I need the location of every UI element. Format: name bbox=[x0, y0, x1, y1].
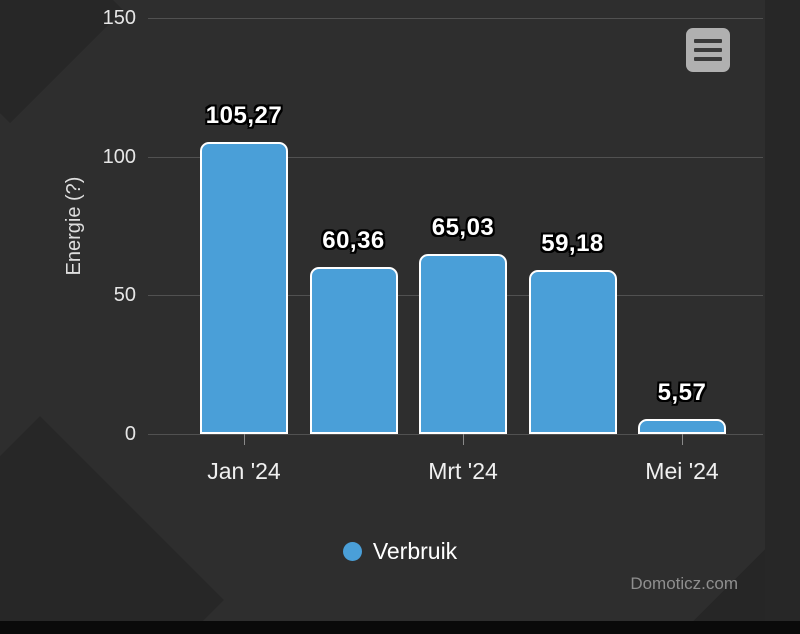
y-axis-label: 100 bbox=[102, 145, 136, 168]
x-axis-tick bbox=[682, 434, 683, 445]
hamburger-line bbox=[694, 57, 722, 61]
bar-value-label: 59,18 bbox=[541, 229, 604, 257]
legend-marker-icon bbox=[342, 541, 362, 561]
watermark-credits: Domoticz.com bbox=[630, 574, 738, 593]
bar[interactable] bbox=[200, 142, 288, 434]
bar[interactable] bbox=[638, 418, 726, 434]
legend-label: Verbruik bbox=[372, 537, 458, 564]
bar-value-label: 60,36 bbox=[322, 226, 385, 254]
bar-value-label: 105,27 bbox=[205, 102, 283, 130]
y-axis-label: 50 bbox=[113, 284, 136, 307]
hamburger-menu-icon[interactable] bbox=[686, 28, 730, 72]
background-pattern bbox=[0, 416, 224, 634]
bar[interactable] bbox=[309, 266, 398, 434]
bar-value-label: 65,03 bbox=[431, 213, 495, 241]
background-pattern bbox=[0, 621, 800, 634]
bar[interactable] bbox=[528, 269, 617, 434]
background-pattern bbox=[765, 0, 800, 634]
x-axis-tick bbox=[244, 434, 245, 445]
legend-item-verbruik[interactable]: Verbruik bbox=[0, 533, 800, 569]
gridline bbox=[148, 434, 763, 435]
x-axis-label: Mei '24 bbox=[645, 458, 719, 484]
x-axis-label: Jan '24 bbox=[207, 458, 281, 484]
bar[interactable] bbox=[419, 253, 507, 434]
y-axis-title: Energie (?) bbox=[63, 176, 85, 276]
hamburger-line bbox=[694, 48, 722, 52]
y-axis-label: 150 bbox=[102, 7, 136, 29]
x-axis-tick bbox=[463, 434, 464, 445]
gridline bbox=[148, 18, 763, 19]
y-axis-label: 0 bbox=[124, 423, 136, 445]
hamburger-line bbox=[694, 39, 722, 43]
x-axis-label: Mrt '24 bbox=[428, 458, 498, 484]
bar-value-label: 5,57 bbox=[657, 378, 707, 406]
gridline bbox=[148, 156, 763, 158]
